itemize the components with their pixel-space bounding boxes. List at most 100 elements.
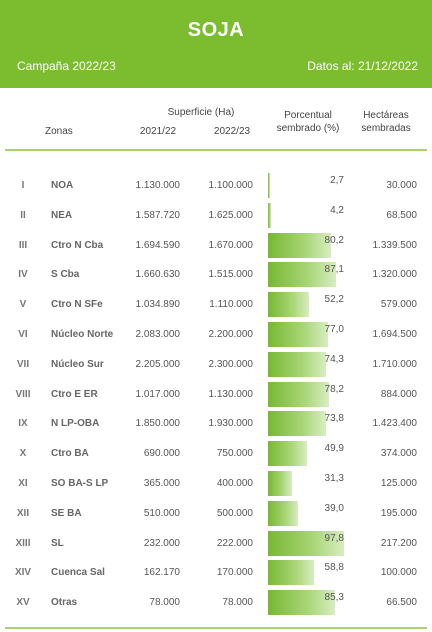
superficie-2022-23: 1.625.000 [208,209,254,221]
hectareas-sembradas: 217.200 [380,537,417,549]
table-row: XIII SL 232.000 222.000 217.200 97,8 [0,529,432,559]
superficie-2022-23: 1.930.000 [208,418,254,430]
zone-name: NEA [51,209,73,221]
pct-bar [268,173,271,198]
superficie-2021-22: 2.205.000 [135,358,181,370]
table-row: XI SO BA-S LP 365.000 400.000 125.000 31,3 [0,469,432,499]
superficie-2022-23: 1.515.000 [208,269,254,281]
table-row: X Ctro BA 690.000 750.000 374.000 49,9 [0,439,432,469]
zone-name: S Cba [51,269,80,281]
table-row: I NOA 1.130.000 1.100.000 30.000 2,7 [0,171,432,201]
pct-bar [268,441,307,467]
pct-bar [268,411,326,437]
zone-name: Ctro N Cba [51,239,104,251]
zone-number: V [19,299,27,311]
pct-bar [268,381,329,407]
pct-bar [268,560,314,586]
zone-number: XI [18,478,28,489]
hectareas-sembradas: 195.000 [380,507,417,519]
superficie-2021-22: 162.170 [143,567,180,579]
table-row: VII Núcleo Sur 2.205.000 2.300.000 1.710.000… [0,350,432,380]
pct-label: 74,3 [324,353,344,365]
table-row: III Ctro N Cba 1.694.590 1.670.000 1.339.500… [0,231,432,261]
pct-label: 52,2 [324,294,344,306]
superficie-2021-22: 365.000 [143,478,180,489]
zone-name: N LP-OBA [51,418,100,430]
pct-label: 87,1 [324,264,344,276]
zone-name: Cuenca Sal [51,567,105,579]
table-row: VI Núcleo Norte 2.083.000 2.200.000 1.694.50… [0,320,432,350]
zone-number: I [21,180,25,191]
zone-name: Otras [51,597,78,609]
table-row: IX N LP-OBA 1.850.000 1.930.000 1.423.400 73,… [0,409,432,439]
pct-bar [268,322,329,347]
zone-name: Núcleo Sur [51,358,104,370]
zone-number: X [19,448,27,460]
superficie-2022-23: 2.300.000 [208,358,254,370]
hectareas-header: Hectáreas sembradas [350,109,422,135]
data-date-label: Datos al: 21/12/2022 [307,59,418,73]
pct-label: 85,3 [324,592,344,604]
pct-bar [268,590,335,616]
superficie-2021-22: 78.000 [149,597,180,609]
hectareas-sembradas: 1.710.000 [372,358,418,370]
superficie-2022-23: 222.000 [216,537,253,549]
superficie-2022-23: 170.000 [216,567,253,579]
hectareas-sembradas: 579.000 [380,299,417,311]
table-row: V Ctro N SFe 1.034.890 1.110.000 579.000 52,2 [0,290,432,320]
table-row: XIV Cuenca Sal 162.170 170.000 100.000 58,8 [0,558,432,588]
pct-label: 80,2 [324,234,344,246]
superficie-2021-22: 2.083.000 [135,329,181,340]
superficie-2022-23: 1.110.000 [209,299,253,311]
zone-name: Ctro N SFe [51,299,103,311]
hectareas-sembradas: 884.000 [380,388,417,400]
pct-label: 73,8 [324,413,344,425]
hectareas-sembradas: 374.000 [380,448,417,460]
pct-bar [268,471,293,496]
year-2021-header: 2021/22 [139,126,177,137]
zone-number: III [18,239,28,251]
hectareas-sembradas: 66.500 [386,597,417,609]
table-row: II NEA 1.587.720 1.625.000 68.500 4,2 [0,201,432,231]
pct-label: 49,9 [324,443,344,455]
pct-bar [268,262,336,288]
year-2022-header: 2022/23 [213,126,251,137]
zone-number: VII [16,358,30,370]
superficie-2021-22: 1.660.630 [135,269,181,281]
footer-divider [5,627,427,629]
superficie-2022-23: 1.100.000 [208,180,254,191]
zone-number: II [20,209,26,221]
zone-number: VI [18,329,28,340]
hectareas-sembradas: 100.000 [380,567,417,579]
hectareas-sembradas: 1.339.500 [372,239,418,251]
pct-bar [268,292,309,318]
zone-name: Ctro E ER [51,388,98,400]
pct-label: 97,8 [324,532,344,544]
table-row: XII SE BA 510.000 500.000 195.000 39,0 [0,499,432,529]
hectareas-header-line2: sembradas [361,123,411,134]
header-divider [5,149,427,151]
pct-label: 78,2 [324,383,344,395]
superficie-2022-23: 500.000 [216,507,253,519]
superficie-2021-22: 232.000 [143,537,180,549]
pct-bar [268,500,299,526]
pct-label: 31,3 [324,473,344,484]
zone-number: VIII [15,388,31,400]
pct-bar [268,202,272,228]
hectareas-sembradas: 1.320.000 [372,269,418,281]
table-row: VIII Ctro E ER 1.017.000 1.130.000 884.000 78… [0,380,432,410]
pct-label: 4,2 [330,204,344,216]
pct-label: 39,0 [324,502,344,514]
hectareas-sembradas: 1.694.500 [372,329,418,340]
porcentual-header-line1: Porcentual [284,110,332,121]
pct-bar [268,530,345,556]
zonas-header: Zonas [45,126,73,137]
superficie-2022-23: 78.000 [222,597,253,609]
page-title: SOJA [187,19,245,41]
table-row: IV S Cba 1.660.630 1.515.000 1.320.000 87,1 [0,260,432,290]
hectareas-sembradas: 30.000 [386,180,417,191]
porcentual-header-line2: sembrado (%) [276,123,340,134]
zone-name: Ctro BA [51,448,89,460]
zone-number: XII [16,507,30,519]
